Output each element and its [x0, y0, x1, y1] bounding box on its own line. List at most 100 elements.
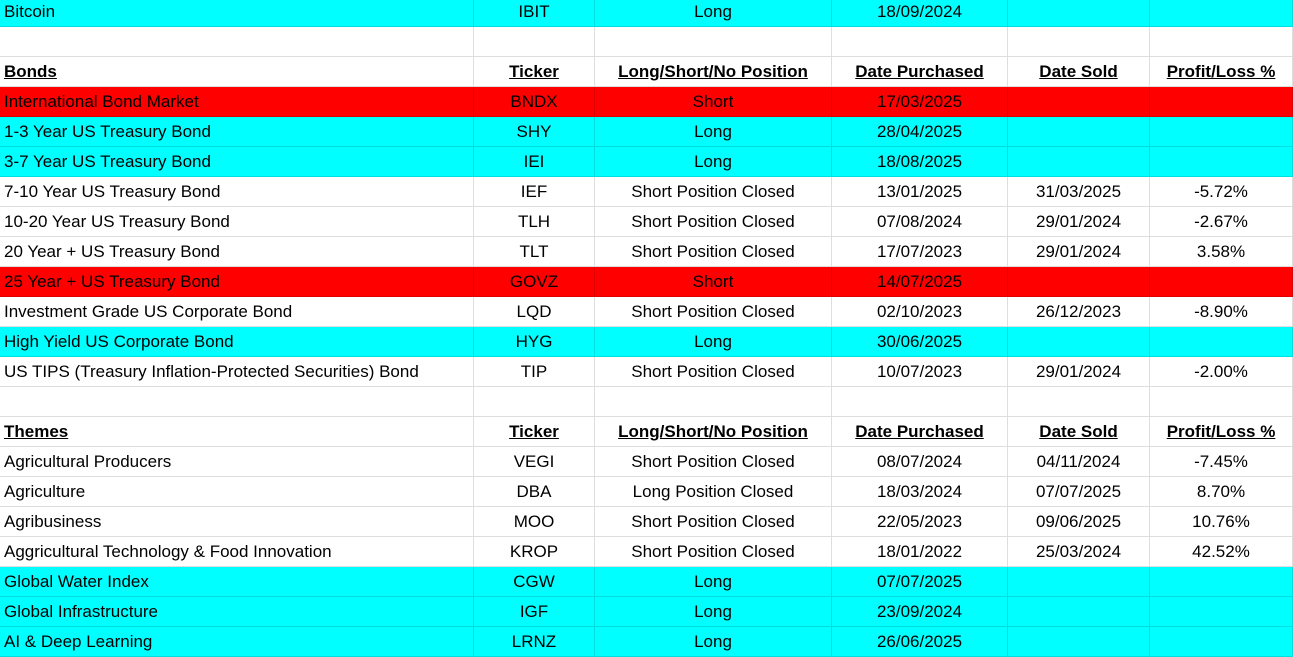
cell-position[interactable] [595, 27, 832, 57]
cell-ticker[interactable]: SHY [474, 117, 595, 147]
cell-name[interactable] [0, 27, 474, 57]
cell-position[interactable]: Long [595, 0, 832, 27]
cell-ticker[interactable]: IEF [474, 177, 595, 207]
cell-date-purchased[interactable]: 30/06/2025 [832, 327, 1008, 357]
cell-position[interactable]: Long [595, 567, 832, 597]
cell-date-sold[interactable]: 04/11/2024 [1008, 447, 1150, 477]
cell-date-purchased[interactable]: 14/07/2025 [832, 267, 1008, 297]
cell-profit-loss[interactable] [1150, 567, 1293, 597]
cell-position[interactable]: Long [595, 327, 832, 357]
cell-date-sold[interactable] [1008, 327, 1150, 357]
cell-date-purchased[interactable]: 13/01/2025 [832, 177, 1008, 207]
cell-position[interactable]: Long Position Closed [595, 477, 832, 507]
header-cell-ticker[interactable]: Ticker [474, 57, 595, 87]
cell-name[interactable]: 25 Year + US Treasury Bond [0, 267, 474, 297]
cell-date-purchased[interactable] [832, 27, 1008, 57]
cell-profit-loss[interactable]: -8.90% [1150, 297, 1293, 327]
cell-profit-loss[interactable] [1150, 27, 1293, 57]
cell-position[interactable]: Short [595, 87, 832, 117]
cell-position[interactable]: Short Position Closed [595, 507, 832, 537]
cell-date-sold[interactable] [1008, 27, 1150, 57]
cell-date-purchased[interactable]: 02/10/2023 [832, 297, 1008, 327]
cell-name[interactable]: 20 Year + US Treasury Bond [0, 237, 474, 267]
cell-name[interactable]: Aggricultural Technology & Food Innovati… [0, 537, 474, 567]
cell-ticker[interactable]: IEI [474, 147, 595, 177]
cell-date-sold[interactable] [1008, 597, 1150, 627]
header-cell-name[interactable]: Bonds [0, 57, 474, 87]
cell-ticker[interactable]: KROP [474, 537, 595, 567]
cell-name[interactable]: Agribusiness [0, 507, 474, 537]
cell-position[interactable]: Short Position Closed [595, 297, 832, 327]
cell-date-purchased[interactable]: 28/04/2025 [832, 117, 1008, 147]
cell-name[interactable]: Investment Grade US Corporate Bond [0, 297, 474, 327]
cell-name[interactable]: Bitcoin [0, 0, 474, 27]
cell-date-sold[interactable] [1008, 387, 1150, 417]
cell-position[interactable] [595, 387, 832, 417]
cell-date-purchased[interactable] [832, 387, 1008, 417]
cell-position[interactable]: Long [595, 597, 832, 627]
cell-ticker[interactable]: LQD [474, 297, 595, 327]
cell-name[interactable]: Agriculture [0, 477, 474, 507]
cell-profit-loss[interactable]: -2.00% [1150, 357, 1293, 387]
cell-date-sold[interactable]: 31/03/2025 [1008, 177, 1150, 207]
cell-date-sold[interactable]: 25/03/2024 [1008, 537, 1150, 567]
cell-profit-loss[interactable]: -5.72% [1150, 177, 1293, 207]
cell-ticker[interactable] [474, 387, 595, 417]
cell-name[interactable]: 10-20 Year US Treasury Bond [0, 207, 474, 237]
cell-date-purchased[interactable]: 23/09/2024 [832, 597, 1008, 627]
cell-date-purchased[interactable]: 22/05/2023 [832, 507, 1008, 537]
cell-date-sold[interactable]: 29/01/2024 [1008, 207, 1150, 237]
cell-date-purchased[interactable]: 18/01/2022 [832, 537, 1008, 567]
cell-ticker[interactable]: BNDX [474, 87, 595, 117]
cell-date-purchased[interactable]: 17/03/2025 [832, 87, 1008, 117]
cell-date-sold[interactable]: 09/06/2025 [1008, 507, 1150, 537]
cell-profit-loss[interactable] [1150, 387, 1293, 417]
cell-position[interactable]: Long [595, 147, 832, 177]
cell-name[interactable]: Global Infrastructure [0, 597, 474, 627]
header-cell-date-sold[interactable]: Date Sold [1008, 417, 1150, 447]
cell-profit-loss[interactable] [1150, 87, 1293, 117]
cell-profit-loss[interactable]: 3.58% [1150, 237, 1293, 267]
cell-profit-loss[interactable] [1150, 147, 1293, 177]
cell-name[interactable]: High Yield US Corporate Bond [0, 327, 474, 357]
cell-position[interactable]: Short Position Closed [595, 537, 832, 567]
cell-position[interactable]: Short Position Closed [595, 237, 832, 267]
cell-date-sold[interactable] [1008, 627, 1150, 657]
cell-profit-loss[interactable]: -7.45% [1150, 447, 1293, 477]
header-cell-profit-loss[interactable]: Profit/Loss % [1150, 417, 1293, 447]
cell-date-sold[interactable] [1008, 267, 1150, 297]
cell-ticker[interactable]: DBA [474, 477, 595, 507]
cell-date-sold[interactable]: 29/01/2024 [1008, 237, 1150, 267]
cell-name[interactable]: 3-7 Year US Treasury Bond [0, 147, 474, 177]
cell-profit-loss[interactable]: -2.67% [1150, 207, 1293, 237]
cell-ticker[interactable]: TLT [474, 237, 595, 267]
cell-date-sold[interactable] [1008, 147, 1150, 177]
cell-date-sold[interactable] [1008, 0, 1150, 27]
cell-ticker[interactable]: IBIT [474, 0, 595, 27]
header-cell-date-sold[interactable]: Date Sold [1008, 57, 1150, 87]
cell-date-purchased[interactable]: 10/07/2023 [832, 357, 1008, 387]
cell-profit-loss[interactable] [1150, 0, 1293, 27]
header-cell-name[interactable]: Themes [0, 417, 474, 447]
cell-ticker[interactable]: LRNZ [474, 627, 595, 657]
cell-date-sold[interactable] [1008, 117, 1150, 147]
cell-position[interactable]: Long [595, 627, 832, 657]
cell-date-purchased[interactable]: 18/09/2024 [832, 0, 1008, 27]
cell-ticker[interactable]: GOVZ [474, 267, 595, 297]
header-cell-ticker[interactable]: Ticker [474, 417, 595, 447]
cell-name[interactable]: Global Water Index [0, 567, 474, 597]
cell-profit-loss[interactable]: 10.76% [1150, 507, 1293, 537]
header-cell-position[interactable]: Long/Short/No Position [595, 57, 832, 87]
header-cell-position[interactable]: Long/Short/No Position [595, 417, 832, 447]
cell-profit-loss[interactable]: 42.52% [1150, 537, 1293, 567]
cell-name[interactable]: Agricultural Producers [0, 447, 474, 477]
cell-ticker[interactable] [474, 27, 595, 57]
cell-position[interactable]: Short [595, 267, 832, 297]
cell-profit-loss[interactable] [1150, 627, 1293, 657]
cell-position[interactable]: Short Position Closed [595, 447, 832, 477]
cell-date-sold[interactable]: 07/07/2025 [1008, 477, 1150, 507]
cell-name[interactable]: AI & Deep Learning [0, 627, 474, 657]
cell-ticker[interactable]: CGW [474, 567, 595, 597]
cell-profit-loss[interactable] [1150, 267, 1293, 297]
cell-date-purchased[interactable]: 26/06/2025 [832, 627, 1008, 657]
